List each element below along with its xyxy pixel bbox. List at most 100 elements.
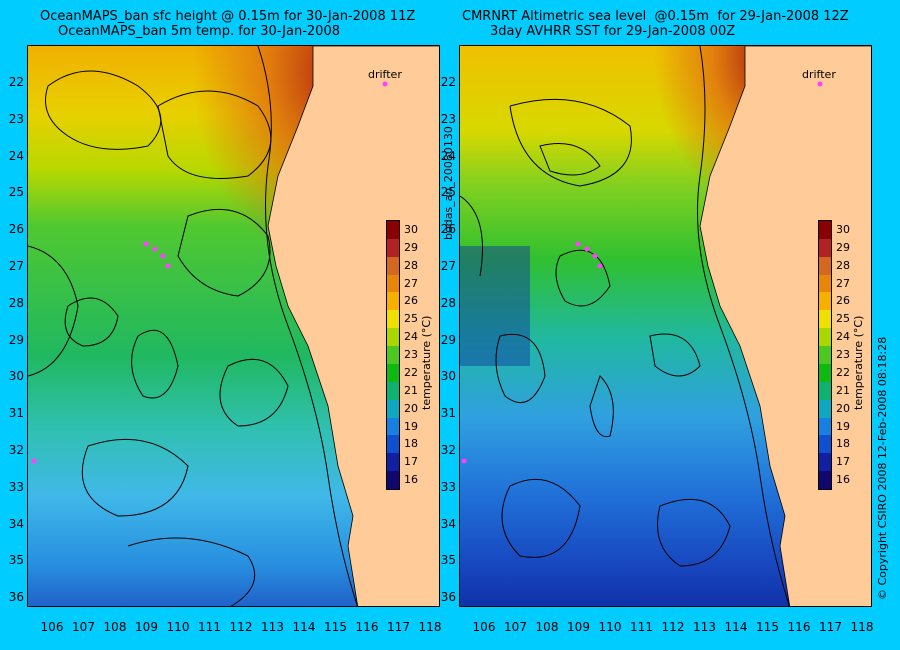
colorbar-tick-label: 27 xyxy=(404,276,418,290)
colorbar-tick-label: 21 xyxy=(836,383,850,397)
lat-tick-label: 27 xyxy=(8,259,24,273)
right-drifter-label: drifter xyxy=(802,68,836,81)
left-drifter-label: drifter xyxy=(368,68,402,81)
colorbar-tick-label: 18 xyxy=(836,437,850,451)
colorbar-tick-label: 30 xyxy=(836,223,850,236)
lon-tick-label: 114 xyxy=(292,620,316,634)
colorbar-segment xyxy=(819,435,831,454)
colorbar-tick-label: 23 xyxy=(836,348,850,362)
lat-tick-label: 29 xyxy=(440,332,456,347)
lat-tick-label: 28 xyxy=(8,295,24,310)
lat-tick-label: 36 xyxy=(8,590,24,605)
colorbar-tick-label: 19 xyxy=(404,419,418,433)
colorbar-tick-label: 19 xyxy=(836,419,850,433)
lat-tick-label: 34 xyxy=(440,516,456,531)
colorbar-segment xyxy=(819,292,831,311)
colorbar-segment xyxy=(387,310,399,329)
lon-tick-label: 109 xyxy=(567,620,590,634)
colorbar-tick-label: 26 xyxy=(404,294,418,308)
lat-tick-label: 23 xyxy=(440,111,456,126)
colorbar-tick-label: 28 xyxy=(836,258,850,272)
lat-tick-label: 29 xyxy=(8,332,24,347)
lat-tick-label: 22 xyxy=(8,75,24,89)
lat-tick-label: 31 xyxy=(440,406,456,421)
lat-tick-label: 31 xyxy=(8,406,24,421)
colorbar-segment xyxy=(387,238,399,258)
left-colorbar-label: temperature (°C) xyxy=(420,315,433,410)
lon-tick-label: 118 xyxy=(850,620,874,634)
left-map-panel xyxy=(27,45,440,607)
colorbar-segment xyxy=(387,399,399,419)
lon-tick-label: 111 xyxy=(630,620,653,634)
lon-tick-label: 110 xyxy=(166,620,190,634)
right-colorbar-label: temperature (°C) xyxy=(852,315,865,410)
colorbar-segment xyxy=(819,417,831,436)
colorbar-tick-label: 20 xyxy=(404,401,418,415)
colorbar-segment xyxy=(387,471,399,490)
lon-tick-label: 116 xyxy=(355,620,379,634)
colorbar-tick-label: 21 xyxy=(404,383,418,397)
lon-tick-label: 114 xyxy=(724,620,748,634)
lon-tick-label: 117 xyxy=(819,620,842,634)
lon-tick-label: 107 xyxy=(504,620,527,634)
colorbar-segment xyxy=(819,363,831,383)
lon-tick-label: 107 xyxy=(72,620,95,634)
colorbar-tick-label: 29 xyxy=(836,240,850,254)
left-title-line2: OceanMAPS_ban 5m temp. for 30-Jan-2008 xyxy=(58,24,340,39)
colorbar-tick-label: 16 xyxy=(836,473,850,487)
colorbar-tick-label: 24 xyxy=(404,330,418,344)
colorbar-segment xyxy=(387,417,399,436)
right-title-line1: CMRNRT Altimetric sea level @0.15m for 2… xyxy=(462,9,849,24)
colorbar-segment xyxy=(387,453,399,472)
colorbar-segment xyxy=(819,238,831,258)
lat-tick-label: 35 xyxy=(440,553,456,568)
colorbar-tick-label: 29 xyxy=(404,240,418,254)
left-colorbar xyxy=(386,220,400,490)
colorbar-segment xyxy=(387,363,399,383)
lat-tick-label: 25 xyxy=(8,185,24,200)
colorbar-segment xyxy=(387,274,399,293)
colorbar-segment xyxy=(819,310,831,329)
colorbar-segment xyxy=(387,328,399,347)
colorbar-tick-label: 17 xyxy=(836,455,850,469)
colorbar-tick-label: 25 xyxy=(404,312,418,326)
lat-tick-label: 23 xyxy=(8,111,24,126)
lat-tick-label: 33 xyxy=(8,479,24,494)
colorbar-tick-label: 17 xyxy=(404,455,418,469)
right-map-panel xyxy=(459,45,872,607)
colorbar-tick-label: 24 xyxy=(836,330,850,344)
lon-tick-label: 108 xyxy=(103,620,127,634)
colorbar-segment xyxy=(819,453,831,472)
lat-tick-label: 33 xyxy=(440,479,456,494)
colorbar-tick-label: 25 xyxy=(836,312,850,326)
colorbar-tick-label: 23 xyxy=(404,348,418,362)
colorbar-segment xyxy=(387,346,399,365)
colorbar-segment xyxy=(819,381,831,401)
colorbar-tick-label: 22 xyxy=(404,365,418,379)
colorbar-tick-label: 30 xyxy=(404,223,418,236)
colorbar-tick-label: 16 xyxy=(404,473,418,487)
lon-tick-label: 117 xyxy=(387,620,410,634)
colorbar-tick-label: 27 xyxy=(836,276,850,290)
lat-tick-label: 26 xyxy=(440,222,456,237)
left-title-line1: OceanMAPS_ban sfc height @ 0.15m for 30-… xyxy=(40,9,416,24)
colorbar-segment xyxy=(819,221,831,240)
colorbar-tick-label: 26 xyxy=(836,294,850,308)
colorbar-segment xyxy=(387,221,399,240)
colorbar-tick-label: 18 xyxy=(404,437,418,451)
colorbar-segment xyxy=(387,292,399,311)
lat-tick-label: 27 xyxy=(440,259,456,273)
colorbar-segment xyxy=(387,435,399,454)
colorbar-segment xyxy=(819,471,831,490)
lat-tick-label: 28 xyxy=(440,295,456,310)
colorbar-segment xyxy=(387,256,399,276)
lat-tick-label: 22 xyxy=(440,75,456,89)
lon-tick-label: 110 xyxy=(598,620,622,634)
lon-tick-label: 115 xyxy=(324,620,347,634)
lon-tick-label: 118 xyxy=(418,620,442,634)
lon-tick-label: 108 xyxy=(535,620,559,634)
lat-tick-label: 36 xyxy=(440,590,456,605)
lon-tick-label: 115 xyxy=(756,620,779,634)
lat-tick-label: 24 xyxy=(8,148,24,163)
lon-tick-label: 113 xyxy=(693,620,716,634)
